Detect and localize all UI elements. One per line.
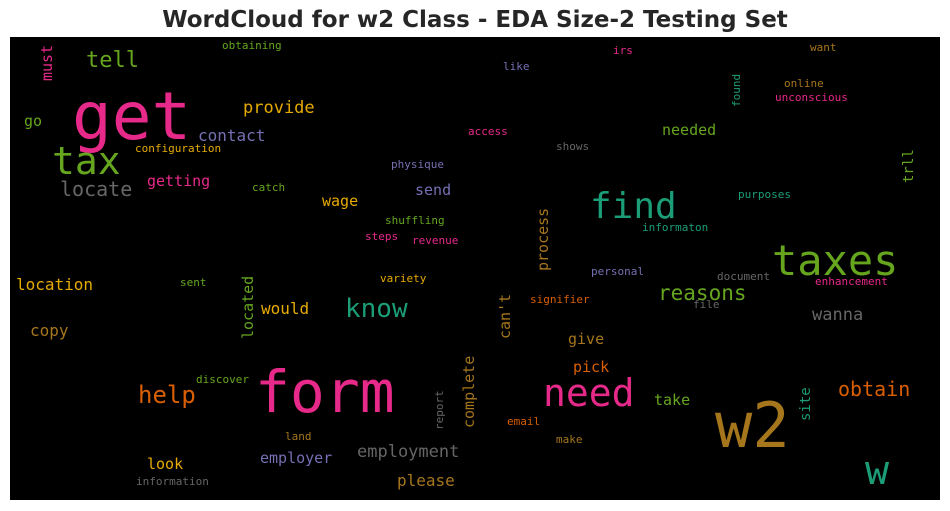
word-reasons: reasons [658,281,747,305]
word-file: file [693,298,720,311]
word-form: form [255,358,395,426]
word-provide: provide [243,98,315,118]
word-taxes: taxes [772,236,898,285]
word-complete: complete [460,356,478,428]
word-know: know [345,294,408,324]
word-getting: getting [147,172,210,190]
word-obtaining: obtaining [222,39,282,52]
word-contact: contact [198,126,265,145]
word-get: get [72,78,191,155]
word-take: take [654,391,690,409]
word-want: want [810,41,837,54]
word-signifier: signifier [530,293,590,306]
word-information: information [136,475,209,488]
word-variety: variety [380,272,427,285]
word-pick: pick [573,358,609,376]
word-find: find [590,186,677,227]
word-catch: catch [252,181,285,194]
word-revenue: revenue [412,234,458,247]
word-site: site [798,387,814,421]
word-document: document [717,270,770,283]
word-cloud-canvas: get form w2 taxes tax find need w know reasons loc… [16,39,917,494]
word-w: w [865,448,890,494]
chart-title: WordCloud for w2 Class - EDA Size-2 Test… [162,7,788,33]
word-located: located [239,276,257,339]
word-configuration: configuration [135,142,221,155]
word-tax: tax [52,139,121,183]
word-like: like [503,60,530,73]
word-employment: employment [357,442,459,462]
word-give: give [568,330,604,348]
word-steps: steps [365,230,398,243]
word-shows: shows [556,140,589,153]
word-trll: trll [901,149,917,183]
word-shuffling: shuffling [385,214,445,227]
word-must: must [38,45,56,81]
word-found: found [730,74,743,107]
word-need: need [543,371,635,415]
word-sent: sent [180,276,207,289]
word-please: please [397,471,455,490]
word-tell: tell [86,48,139,73]
word-location: location [16,275,93,294]
word-physique: physique [391,158,444,171]
word-make: make [556,433,583,446]
word-help: help [138,381,196,409]
word-wanna: wanna [812,305,863,325]
word-discover: discover [196,373,249,386]
word-locate: locate [60,177,132,201]
word-online: online [784,77,824,90]
word-informaton: informaton [642,221,708,234]
word-look: look [147,455,183,473]
word-unconscious: unconscious [775,91,848,104]
word-cloud: get form w2 taxes tax find need w know reasons loc… [10,37,940,500]
word-would: would [261,299,309,318]
word-email: email [507,415,540,428]
word-wage: wage [322,192,358,210]
word-report: report [433,390,446,430]
word-obtain: obtain [838,377,910,401]
word-purposes: purposes [738,188,791,201]
word-process: process [534,208,552,271]
word-land: land [285,430,312,443]
word-copy: copy [30,321,69,340]
word-go: go [24,112,42,130]
word-enhancement: enhancement [815,275,888,288]
word-personal: personal [591,265,644,278]
word-employer: employer [260,449,332,467]
word-can-t: can't [496,294,514,339]
word-w2: w2 [715,389,790,462]
word-access: access [468,125,508,138]
word-irs: irs [613,44,633,57]
word-send: send [415,181,451,199]
word-needed: needed [662,121,716,139]
